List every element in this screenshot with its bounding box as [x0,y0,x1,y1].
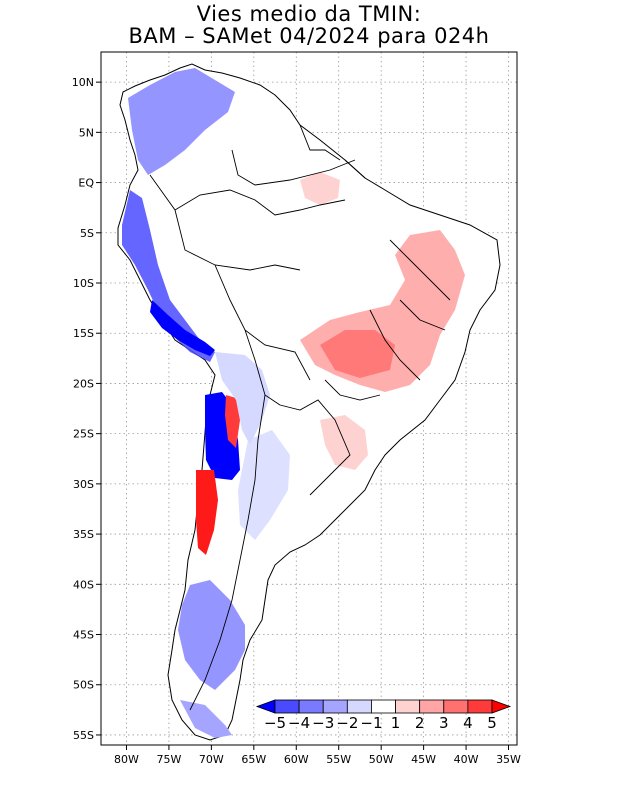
country-borders [149,124,451,711]
colorbar-segment [395,699,421,714]
bias-red-brazil-hot [320,330,395,378]
colorbar-arrow-low [255,699,276,714]
bias-lightblue-argentina [238,430,290,540]
x-tick-label: 35W [496,753,521,766]
colorbar-segment [274,699,300,714]
color-legend: −5 −4 −3 −2 −1 1 2 3 4 5 [255,699,512,732]
colorbar-label: −5 [264,714,286,732]
colorbar-label: 4 [463,714,473,732]
colorbar-segment [371,699,396,714]
y-tick-label: 55S [73,729,94,742]
colorbar-arrow-high [491,699,512,714]
x-tick-label: 70W [199,753,224,766]
x-tick-label: 60W [284,753,309,766]
y-tick-label: 15S [73,327,94,340]
y-tick-label: EQ [78,177,94,190]
x-tick-label: 40W [454,753,479,766]
y-tick-label: 40S [73,578,94,591]
colorbar-label: −3 [312,714,334,732]
colorbar-label: −2 [336,714,358,732]
x-tick-label: 65W [241,753,266,766]
x-tick-label: 50W [369,753,394,766]
y-tick-label: 20S [73,377,94,390]
map-title-line1: Vies medio da TMIN: [196,2,422,26]
map-frame [100,51,518,746]
y-tick-label: 10N [72,76,94,89]
colorbar-segment [322,699,348,714]
y-tick-label: 50S [73,679,94,692]
y-tick-label: 35S [73,528,94,541]
x-tick-label: 75W [156,753,181,766]
colorbar-label: 2 [415,714,425,732]
colorbar-segment [467,699,493,714]
colorbar-segment [419,699,445,714]
map-title-line2: BAM – SAMet 04/2024 para 024h [128,24,490,48]
bias-red-altiplano [225,395,240,448]
colorbar-label: −4 [288,714,310,732]
colorbar-segment [298,699,324,714]
colorbar-label: 5 [487,714,497,732]
bias-red-chile-central [196,470,218,555]
colorbar-segment [346,699,372,714]
bias-blue-patagonia [178,580,245,690]
x-tick-label: 55W [326,753,351,766]
bias-red-south-brazil [320,415,368,470]
colorbar-label: −1 [360,714,382,732]
longitude-ticks: 80W 75W 70W 65W 60W 55W 50W 45W 40W 35W [114,745,521,766]
y-tick-label: 5S [80,227,94,240]
y-tick-label: 25S [73,428,94,441]
bias-lightblue-bolivia [215,352,270,445]
y-tick-label: 45S [73,629,94,642]
bias-red-amazon [300,172,340,205]
x-tick-label: 45W [411,753,436,766]
x-tick-label: 80W [114,753,139,766]
bias-blue-tierra-del-fuego [180,700,232,738]
bias-blue-colombia [128,68,235,175]
bias-blue-andes-north [122,190,215,362]
colorbar-segment [443,699,469,714]
bias-blue-peru-coast [150,300,215,356]
latitude-ticks: 10N 5N EQ 5S 10S 15S 20S 25S 30S 35S 40S 45S 50S 55S [72,76,101,742]
y-tick-label: 10S [73,277,94,290]
colorbar-label: 1 [391,714,401,732]
colorbar-label: 3 [439,714,449,732]
y-tick-label: 5N [79,126,94,139]
y-tick-label: 30S [73,478,94,491]
south-america-landmass [117,63,501,741]
